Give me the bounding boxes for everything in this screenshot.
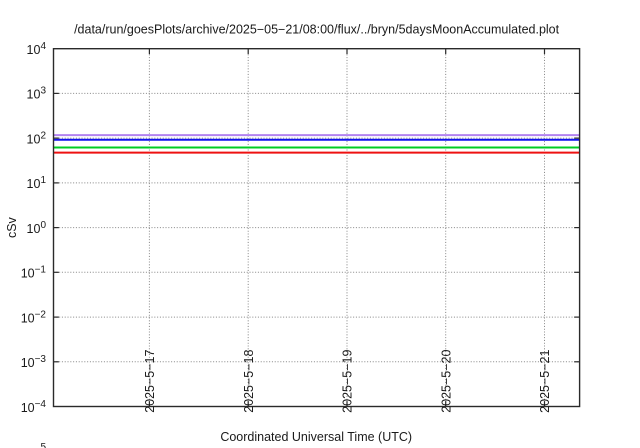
svg-text:2025−5−17: 2025−5−17	[143, 349, 157, 412]
svg-text:Coordinated Universal Time (UT: Coordinated Universal Time (UTC)	[220, 430, 412, 444]
svg-text:2025−5−21: 2025−5−21	[538, 349, 552, 412]
svg-text:2025−5−19: 2025−5−19	[341, 349, 355, 412]
svg-text:cSv: cSv	[5, 216, 19, 238]
svg-text:2025−5−20: 2025−5−20	[439, 349, 453, 412]
svg-text:5: 5	[41, 442, 47, 448]
svg-text:/data/run/goesPlots/archive/20: /data/run/goesPlots/archive/2025−05−21/0…	[74, 22, 560, 36]
svg-text:2025−5−18: 2025−5−18	[242, 349, 256, 412]
